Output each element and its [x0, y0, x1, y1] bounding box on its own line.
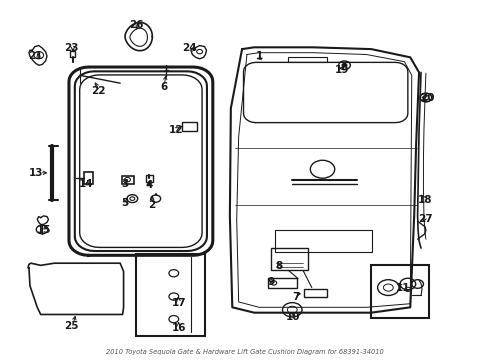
Text: 6: 6: [160, 82, 167, 92]
Text: 15: 15: [36, 225, 51, 235]
Bar: [136, 253, 204, 336]
Circle shape: [341, 63, 346, 67]
Bar: [274, 230, 371, 252]
Bar: [182, 122, 196, 131]
Bar: [271, 248, 307, 270]
Text: 27: 27: [418, 214, 432, 224]
Text: 23: 23: [64, 43, 79, 53]
Text: 8: 8: [274, 261, 282, 271]
Text: 2: 2: [148, 200, 155, 210]
Text: 25: 25: [64, 321, 79, 331]
Bar: [288, 57, 327, 62]
Bar: [122, 176, 134, 184]
Text: 21: 21: [28, 51, 43, 61]
Text: 20: 20: [419, 93, 434, 103]
Text: 26: 26: [129, 20, 143, 30]
Bar: [70, 51, 75, 57]
Text: 19: 19: [334, 64, 348, 75]
Text: 3: 3: [121, 179, 128, 189]
Text: 5: 5: [121, 198, 128, 208]
Text: 12: 12: [169, 125, 183, 135]
Bar: [83, 172, 93, 184]
Text: 18: 18: [417, 195, 431, 205]
Bar: [267, 278, 297, 288]
Text: 24: 24: [182, 43, 197, 53]
Text: 16: 16: [171, 323, 185, 333]
Bar: [146, 175, 153, 182]
Text: 4: 4: [145, 180, 153, 190]
Bar: [370, 265, 428, 318]
Text: 7: 7: [291, 292, 299, 302]
Text: 9: 9: [267, 277, 274, 287]
Text: 13: 13: [28, 168, 43, 178]
Bar: [304, 289, 327, 297]
Text: 17: 17: [171, 298, 185, 308]
Text: 1: 1: [255, 51, 262, 61]
Text: 22: 22: [91, 86, 105, 96]
Text: 11: 11: [395, 283, 409, 293]
Text: 2010 Toyota Sequoia Gate & Hardware Lift Gate Cushion Diagram for 68391-34010: 2010 Toyota Sequoia Gate & Hardware Lift…: [105, 349, 383, 355]
Text: 14: 14: [79, 179, 93, 189]
Text: 10: 10: [285, 312, 300, 322]
